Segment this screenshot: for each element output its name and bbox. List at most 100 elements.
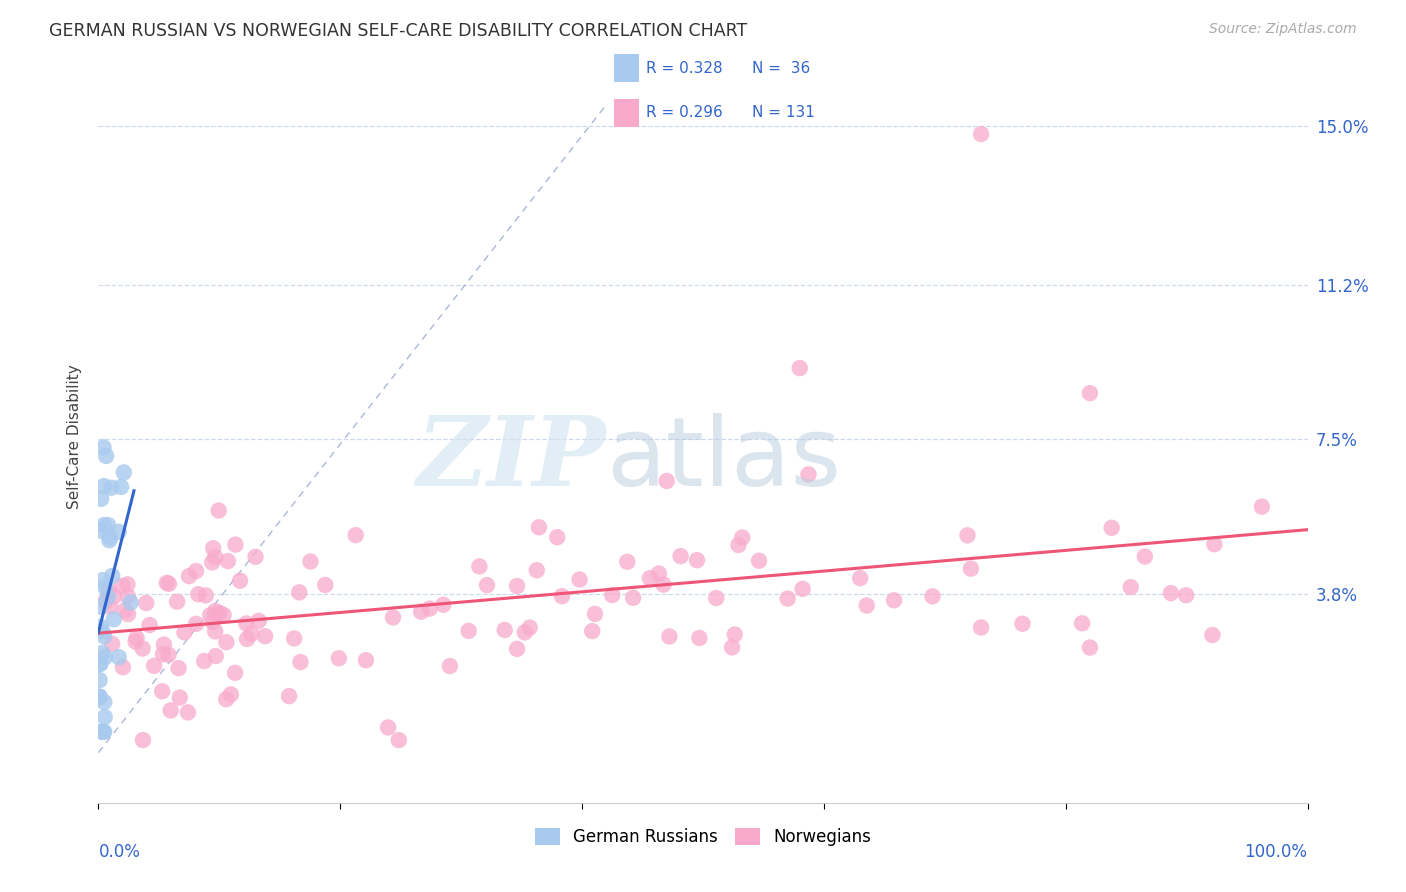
Point <box>229 574 252 588</box>
Point <box>135 596 157 610</box>
Point <box>519 621 541 635</box>
Point <box>89 599 111 614</box>
Point <box>167 661 190 675</box>
Point <box>117 590 139 604</box>
Point <box>143 658 166 673</box>
Point <box>101 637 124 651</box>
Point <box>100 481 122 495</box>
Point <box>475 578 498 592</box>
Point <box>90 724 112 739</box>
Point <box>616 555 638 569</box>
Point <box>494 623 516 637</box>
Point <box>457 624 479 638</box>
Point <box>432 598 454 612</box>
Point <box>551 589 574 603</box>
Point <box>748 554 770 568</box>
Point <box>207 607 229 621</box>
Point <box>855 599 877 613</box>
Point <box>776 591 799 606</box>
Point <box>1078 386 1101 401</box>
Point <box>956 528 979 542</box>
Point <box>93 479 115 493</box>
Point <box>132 733 155 747</box>
Point <box>278 689 301 703</box>
Text: R = 0.296: R = 0.296 <box>647 105 723 120</box>
Point <box>970 127 993 141</box>
Point <box>419 601 441 615</box>
Point <box>193 654 215 668</box>
Point <box>638 571 661 585</box>
Point <box>506 641 529 656</box>
Point <box>1119 580 1142 594</box>
Point <box>153 638 176 652</box>
Point <box>184 564 207 578</box>
Point <box>568 573 591 587</box>
Point <box>204 648 226 663</box>
Point <box>377 721 399 735</box>
Point <box>235 616 257 631</box>
Point <box>960 561 983 575</box>
Point <box>97 590 120 604</box>
Point <box>111 660 134 674</box>
Text: N =  36: N = 36 <box>752 61 810 76</box>
Point <box>217 554 239 568</box>
Bar <box>614 54 640 82</box>
Point <box>157 648 180 662</box>
Point <box>103 612 125 626</box>
Point <box>581 624 603 639</box>
Point <box>150 684 173 698</box>
Point <box>1201 628 1223 642</box>
Point <box>328 651 350 665</box>
Point <box>204 624 226 639</box>
Point <box>1011 616 1033 631</box>
Text: atlas: atlas <box>606 412 841 506</box>
Point <box>125 631 148 645</box>
Point <box>658 629 681 643</box>
Point <box>513 625 536 640</box>
Y-axis label: Self-Care Disability: Self-Care Disability <box>67 365 83 509</box>
Point <box>382 610 405 624</box>
Point <box>224 538 246 552</box>
Point <box>111 579 134 593</box>
Point <box>93 441 115 455</box>
Point <box>290 655 312 669</box>
Point <box>1160 586 1182 600</box>
Point <box>652 577 675 591</box>
Point <box>215 692 238 706</box>
Point <box>1250 500 1272 514</box>
Text: Source: ZipAtlas.com: Source: ZipAtlas.com <box>1209 22 1357 37</box>
Point <box>117 577 139 591</box>
Point <box>91 646 114 660</box>
Point <box>94 650 117 665</box>
Point <box>177 569 200 583</box>
Text: N = 131: N = 131 <box>752 105 815 120</box>
Point <box>89 657 111 671</box>
Point <box>970 620 993 634</box>
Point <box>648 566 671 581</box>
Point <box>98 533 121 548</box>
Point <box>89 524 111 538</box>
Text: 100.0%: 100.0% <box>1244 843 1308 861</box>
Point <box>883 593 905 607</box>
Point <box>101 569 124 583</box>
Point <box>299 554 322 568</box>
Text: ZIP: ZIP <box>416 412 606 506</box>
Point <box>704 591 727 605</box>
Point <box>98 530 121 544</box>
Point <box>468 559 491 574</box>
Point <box>200 608 222 623</box>
Text: GERMAN RUSSIAN VS NORWEGIAN SELF-CARE DISABILITY CORRELATION CHART: GERMAN RUSSIAN VS NORWEGIAN SELF-CARE DI… <box>49 22 748 40</box>
Point <box>93 630 115 644</box>
Point <box>89 673 111 687</box>
Point <box>96 449 118 463</box>
Point <box>354 653 377 667</box>
Legend: German Russians, Norwegians: German Russians, Norwegians <box>529 822 877 853</box>
Point <box>103 590 125 604</box>
Point <box>655 474 678 488</box>
Point <box>236 632 259 646</box>
Point <box>91 573 114 587</box>
Point <box>93 710 115 724</box>
Point <box>97 518 120 533</box>
Point <box>173 625 195 640</box>
Point <box>688 631 710 645</box>
